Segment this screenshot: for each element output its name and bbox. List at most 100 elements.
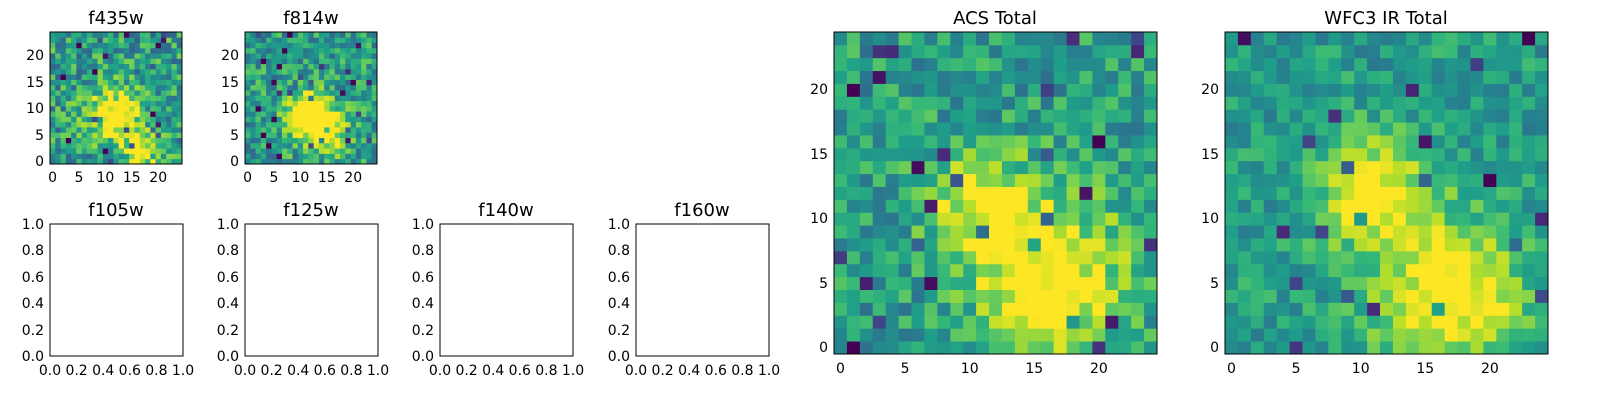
heatmap-cell	[297, 132, 304, 138]
heatmap-cell	[255, 105, 262, 112]
heatmap-cell	[1105, 199, 1119, 213]
heatmap-cell	[176, 121, 183, 128]
heatmap-cell	[1092, 44, 1106, 59]
heatmap-cell	[1105, 96, 1119, 110]
heatmap-cell	[1418, 32, 1433, 46]
heatmap-cell	[1418, 250, 1433, 265]
heatmap-cell	[292, 47, 299, 54]
heatmap-cell	[129, 158, 135, 165]
heatmap-cell	[150, 100, 156, 107]
heatmap-cell	[1225, 160, 1239, 175]
heatmap-cell	[1263, 328, 1278, 342]
heatmap-cell	[1040, 96, 1055, 110]
heatmap-cell	[1431, 263, 1446, 278]
heatmap-cell	[885, 32, 899, 46]
heatmap-cell	[160, 53, 167, 59]
heatmap-cell	[1302, 122, 1316, 136]
heatmap-cell	[366, 63, 373, 70]
heatmap-cell	[1092, 341, 1106, 355]
heatmap-cell	[1105, 122, 1119, 136]
heatmap-cell	[355, 79, 362, 86]
heatmap-cell	[1328, 289, 1342, 303]
heatmap-cell	[297, 142, 304, 149]
heatmap-cell	[245, 84, 251, 91]
heatmap-cell	[260, 74, 267, 80]
heatmap-cell	[1328, 225, 1342, 239]
heatmap-cell	[1367, 263, 1381, 278]
heatmap-cell	[171, 111, 178, 117]
heatmap-cell	[1250, 238, 1265, 252]
heatmap-cell	[859, 44, 874, 59]
y-tick-label: 15	[221, 75, 239, 91]
heatmap-cell	[1496, 250, 1510, 265]
heatmap-cell	[55, 95, 61, 102]
heatmap-cell	[129, 132, 135, 138]
heatmap-cell	[108, 100, 114, 107]
heatmap-cell	[1418, 135, 1433, 149]
heatmap-cell	[872, 147, 887, 162]
heatmap-cell	[345, 137, 351, 144]
heatmap-cell	[846, 70, 861, 84]
heatmap-cell	[1105, 302, 1119, 316]
heatmap-cell	[92, 95, 98, 102]
x-tick-label: 0	[1227, 361, 1236, 377]
heatmap-cell	[118, 47, 125, 54]
heatmap-cell	[171, 68, 178, 75]
heatmap-cell	[1367, 250, 1381, 265]
heatmap-cell	[324, 153, 330, 160]
heatmap-cell	[1027, 147, 1042, 162]
heatmap-cell	[123, 58, 130, 65]
heatmap-cell	[297, 58, 304, 65]
heatmap-cell	[292, 68, 299, 75]
heatmap-cell	[1014, 173, 1029, 187]
heatmap-cell	[303, 74, 309, 80]
heatmap-cell	[1066, 289, 1080, 303]
heatmap-cell	[1457, 328, 1471, 342]
heatmap-cell	[81, 121, 88, 128]
heatmap-cell	[1066, 263, 1080, 278]
heatmap-cell	[1250, 328, 1265, 342]
heatmap-cell	[350, 58, 357, 65]
heatmap-cell	[71, 53, 77, 59]
heatmap-cell	[1027, 186, 1042, 200]
heatmap-cell	[250, 111, 256, 117]
heatmap-cell	[1250, 341, 1265, 355]
y-tick-label: 10	[1201, 211, 1219, 227]
heatmap-cell	[1328, 147, 1342, 162]
panel-title: f435w	[88, 8, 143, 29]
heatmap-cell	[113, 111, 120, 117]
heatmap-cell	[292, 84, 299, 91]
heatmap-cell	[1315, 328, 1329, 342]
heatmap-cell	[297, 42, 304, 49]
heatmap-cell	[1066, 70, 1080, 84]
heatmap-cell	[65, 37, 72, 43]
heatmap-cell	[976, 186, 990, 200]
x-tick-label: 10	[961, 361, 979, 377]
heatmap-cell	[350, 32, 357, 38]
heatmap-cell	[324, 32, 330, 38]
heatmap-cell	[1014, 32, 1029, 46]
heatmap-cell	[92, 68, 98, 75]
heatmap-cell	[1509, 96, 1523, 110]
heatmap-cell	[86, 116, 93, 123]
heatmap-cell	[166, 42, 172, 49]
heatmap-cell	[113, 137, 120, 144]
heatmap-cell	[1118, 135, 1132, 149]
heatmap-cell	[361, 148, 367, 154]
heatmap-cell	[1040, 315, 1055, 329]
heatmap-cell	[303, 100, 309, 107]
y-tick-label: 15	[26, 75, 44, 91]
heatmap-cell	[834, 32, 848, 46]
heatmap-cell	[1315, 225, 1329, 239]
heatmap-cell	[108, 127, 114, 133]
heatmap-cell	[145, 142, 151, 149]
heatmap-cell	[340, 90, 346, 96]
heatmap-cell	[308, 127, 315, 133]
heatmap-cell	[989, 315, 1003, 329]
heatmap-cell	[1276, 32, 1290, 46]
heatmap-cell	[176, 137, 183, 144]
heatmap-cell	[350, 142, 357, 149]
heatmap-cell	[1470, 328, 1484, 342]
heatmap-cell	[1470, 225, 1484, 239]
heatmap-cell	[937, 238, 951, 252]
